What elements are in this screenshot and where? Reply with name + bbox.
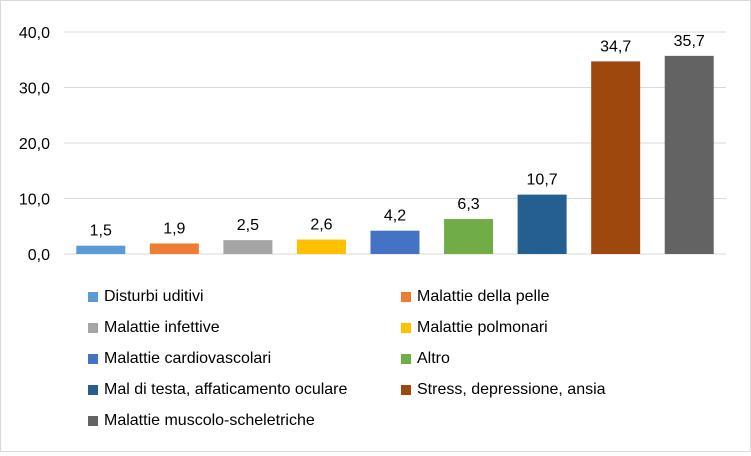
bar (223, 240, 273, 254)
y-tick-label: 20,0 (19, 136, 50, 153)
y-tick-label: 40,0 (19, 25, 50, 42)
data-label: 10,7 (527, 172, 558, 189)
bar (149, 243, 199, 254)
data-label: 6,3 (457, 196, 479, 213)
bar (76, 245, 126, 254)
bar (591, 61, 641, 254)
data-label: 2,6 (310, 217, 332, 234)
y-tick-label: 30,0 (19, 81, 50, 98)
bar (664, 55, 714, 254)
data-label: 4,2 (384, 208, 406, 225)
data-label: 1,9 (163, 220, 185, 237)
bar (444, 219, 494, 254)
data-label: 34,7 (600, 38, 631, 55)
y-tick-label: 10,0 (19, 192, 50, 209)
y-tick-label: 0,0 (28, 247, 50, 264)
bar (517, 194, 567, 254)
bar (296, 239, 346, 254)
data-label: 2,5 (237, 217, 259, 234)
bar (370, 230, 420, 254)
data-label: 35,7 (674, 33, 705, 50)
data-label: 1,5 (90, 223, 112, 240)
